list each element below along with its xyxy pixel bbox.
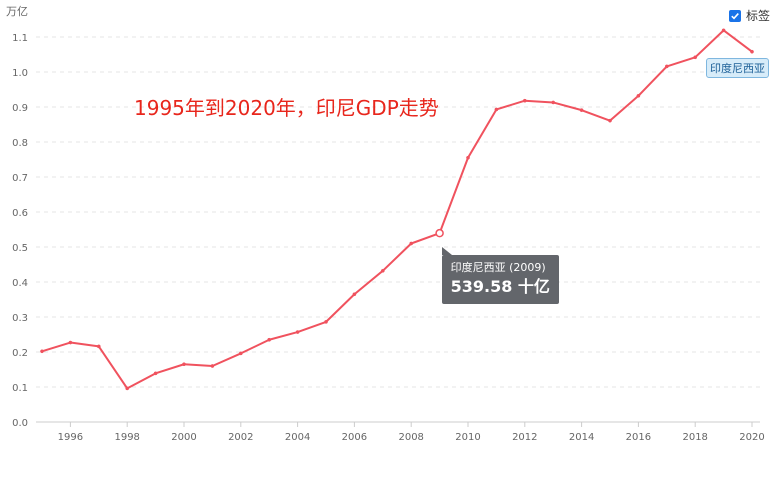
y-tick-label: 0.0: [12, 418, 28, 429]
data-point[interactable]: [324, 320, 328, 324]
data-point[interactable]: [551, 100, 556, 105]
data-point[interactable]: [664, 64, 669, 69]
label-toggle[interactable]: 标签: [728, 7, 770, 24]
tooltip-value: 539.58 十亿: [450, 277, 550, 297]
data-point[interactable]: [750, 49, 754, 54]
tooltip-arrow: [441, 247, 452, 256]
x-tick-label: 2018: [682, 432, 707, 443]
data-point[interactable]: [608, 118, 612, 123]
y-tick-label: 0.1: [12, 383, 28, 394]
data-point[interactable]: [380, 268, 385, 273]
data-point[interactable]: [693, 55, 698, 60]
y-tick-label: 0.6: [12, 208, 28, 219]
data-point[interactable]: [295, 330, 300, 334]
y-tick-label: 0.8: [12, 138, 28, 149]
x-tick-label: 2020: [739, 432, 764, 443]
data-point[interactable]: [96, 344, 101, 349]
series-layer: [40, 28, 754, 391]
y-tick-label: 0.5: [12, 243, 28, 254]
data-point[interactable]: [522, 98, 527, 103]
data-point[interactable]: [267, 337, 272, 342]
chart-title: 1995年到2020年，印尼GDP走势: [134, 96, 439, 120]
label-toggle-text: 标签: [745, 9, 770, 23]
tooltip-header: 印度尼西亚 (2009): [450, 261, 546, 275]
data-point[interactable]: [721, 28, 726, 33]
x-tick-label: 2006: [342, 432, 367, 443]
data-point[interactable]: [409, 241, 414, 246]
x-axis: 1996 1998 2000 2002 2004 2006 2008 2010 2012 2014…: [36, 421, 765, 443]
checkbox-checked-icon[interactable]: [728, 9, 741, 22]
y-tick-label: 1.1: [12, 33, 28, 44]
x-tick-label: 2000: [171, 432, 196, 443]
data-point[interactable]: [579, 108, 584, 113]
series-line: [41, 29, 753, 390]
data-tooltip: 印度尼西亚 (2009) 539.58 十亿: [441, 247, 559, 305]
data-point[interactable]: [466, 155, 470, 160]
gridlines: [36, 36, 760, 423]
data-point[interactable]: [40, 349, 44, 354]
y-tick-label: 0.7: [12, 173, 28, 184]
y-axis-unit-label: 万亿: [6, 5, 28, 18]
y-tick-label: 0.2: [12, 348, 28, 359]
data-point[interactable]: [125, 386, 130, 391]
x-tick-label: 2016: [626, 432, 651, 443]
x-tick-label: 2004: [285, 432, 310, 443]
x-tick-label: 1996: [58, 432, 83, 443]
highlighted-data-point[interactable]: [435, 228, 444, 238]
data-point[interactable]: [182, 362, 186, 367]
data-point[interactable]: [238, 351, 243, 356]
x-tick-label: 1998: [114, 432, 139, 443]
y-tick-label: 0.4: [12, 278, 28, 289]
series-end-label[interactable]: 印度尼西亚: [706, 57, 769, 78]
data-point[interactable]: [636, 93, 641, 98]
data-point[interactable]: [352, 292, 357, 297]
x-tick-label: 2010: [455, 432, 480, 443]
x-tick-label: 2014: [569, 432, 594, 443]
y-tick-label: 0.3: [12, 313, 28, 324]
x-tick-label: 2002: [228, 432, 253, 443]
data-point[interactable]: [68, 340, 73, 345]
y-tick-label: 0.9: [12, 103, 28, 114]
data-point[interactable]: [210, 364, 215, 368]
x-tick-label: 2012: [512, 432, 537, 443]
data-point[interactable]: [153, 371, 158, 376]
y-axis-ticks: 0.0 0.1 0.2 0.3 0.4 0.5 0.6 0.7 0.8 0.9 1.0 1.1: [12, 33, 28, 429]
data-point[interactable]: [494, 107, 499, 112]
x-tick-label: 2008: [398, 432, 423, 443]
y-tick-label: 1.0: [12, 68, 28, 79]
